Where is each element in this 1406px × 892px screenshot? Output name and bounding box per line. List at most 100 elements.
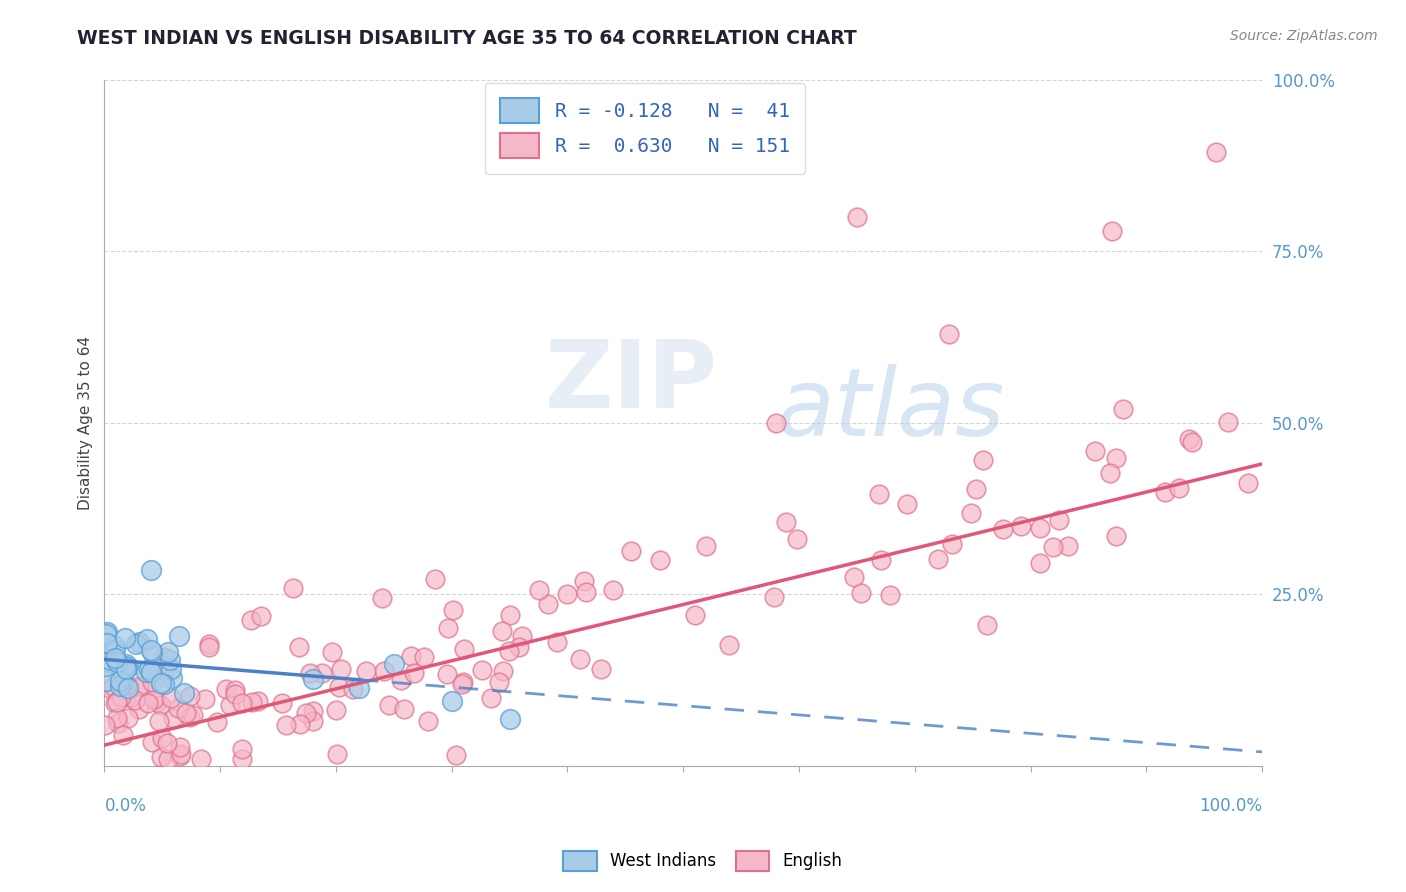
Point xyxy=(325,703,347,717)
Point xyxy=(103,696,125,710)
Text: atlas: atlas xyxy=(776,364,1004,455)
Point xyxy=(786,532,808,546)
Point xyxy=(437,622,460,636)
Point xyxy=(139,563,162,577)
Point xyxy=(993,522,1015,536)
Point xyxy=(1237,476,1260,491)
Point xyxy=(169,629,191,643)
Point xyxy=(215,682,238,697)
Point xyxy=(181,707,204,722)
Point xyxy=(765,416,787,430)
Point xyxy=(288,640,311,655)
Point xyxy=(328,681,350,695)
Point xyxy=(153,677,176,691)
Point xyxy=(156,659,179,673)
Point xyxy=(124,637,146,651)
Point xyxy=(354,665,377,679)
Point xyxy=(683,608,706,623)
Point xyxy=(107,716,129,731)
Point xyxy=(413,649,436,664)
Point xyxy=(1218,415,1240,429)
Point xyxy=(108,673,131,688)
Point xyxy=(695,539,717,553)
Point xyxy=(128,634,150,648)
Y-axis label: Disability Age 35 to 64: Disability Age 35 to 64 xyxy=(79,335,93,510)
Point xyxy=(498,607,520,622)
Legend: R = -0.128   N =  41, R =  0.630   N = 151: R = -0.128 N = 41, R = 0.630 N = 151 xyxy=(485,83,806,174)
Point xyxy=(302,714,325,729)
Point xyxy=(371,591,394,606)
Point xyxy=(648,553,671,567)
Point xyxy=(508,640,530,654)
Point xyxy=(441,603,464,617)
Point xyxy=(117,659,139,673)
Point xyxy=(325,747,347,761)
Point xyxy=(159,691,181,706)
Point xyxy=(537,597,560,611)
Point xyxy=(298,665,321,680)
Point xyxy=(274,717,297,731)
Point xyxy=(156,645,179,659)
Point xyxy=(966,482,988,496)
Point xyxy=(139,643,162,657)
Point xyxy=(98,652,121,666)
Point xyxy=(169,739,191,754)
Point xyxy=(620,543,643,558)
Point xyxy=(330,662,353,676)
Point xyxy=(110,679,132,693)
Point xyxy=(938,326,960,341)
Point xyxy=(976,618,998,632)
Point xyxy=(436,666,458,681)
Point xyxy=(114,662,136,676)
Point xyxy=(96,636,118,650)
Point xyxy=(1167,481,1189,495)
Point xyxy=(927,552,949,566)
Point xyxy=(444,748,467,763)
Point xyxy=(1083,444,1105,458)
Point xyxy=(141,735,163,749)
Point xyxy=(162,711,184,725)
Point xyxy=(115,678,138,692)
Point xyxy=(198,640,221,655)
Point xyxy=(120,690,142,705)
Point xyxy=(311,665,333,680)
Point xyxy=(1177,432,1199,446)
Point xyxy=(94,674,117,689)
Point xyxy=(416,714,439,728)
Point xyxy=(239,613,262,627)
Point xyxy=(100,682,122,697)
Point xyxy=(399,648,422,663)
Point xyxy=(141,674,163,689)
Point xyxy=(1047,513,1070,527)
Point xyxy=(423,572,446,586)
Point xyxy=(1153,485,1175,500)
Point xyxy=(117,681,139,695)
Point xyxy=(301,673,323,687)
Point xyxy=(249,609,271,624)
Point xyxy=(159,653,181,667)
Point xyxy=(1098,466,1121,480)
Point xyxy=(718,638,741,652)
Point xyxy=(404,665,426,680)
Point xyxy=(471,664,494,678)
Point xyxy=(149,698,172,712)
Point xyxy=(301,704,323,718)
Text: ZIP: ZIP xyxy=(544,335,717,427)
Point xyxy=(114,632,136,646)
Point xyxy=(110,690,132,704)
Point xyxy=(1042,540,1064,554)
Point xyxy=(132,680,155,694)
Point xyxy=(1057,540,1080,554)
Text: WEST INDIAN VS ENGLISH DISABILITY AGE 35 TO 64 CORRELATION CHART: WEST INDIAN VS ENGLISH DISABILITY AGE 35… xyxy=(77,29,858,47)
Point xyxy=(1112,402,1135,417)
Point xyxy=(105,711,128,725)
Point xyxy=(198,637,221,651)
Point xyxy=(190,752,212,766)
Point xyxy=(1010,519,1032,533)
Point xyxy=(321,645,343,659)
Point xyxy=(498,712,520,726)
Point xyxy=(1105,451,1128,466)
Point xyxy=(179,710,201,724)
Point xyxy=(546,635,568,649)
Point xyxy=(104,643,127,657)
